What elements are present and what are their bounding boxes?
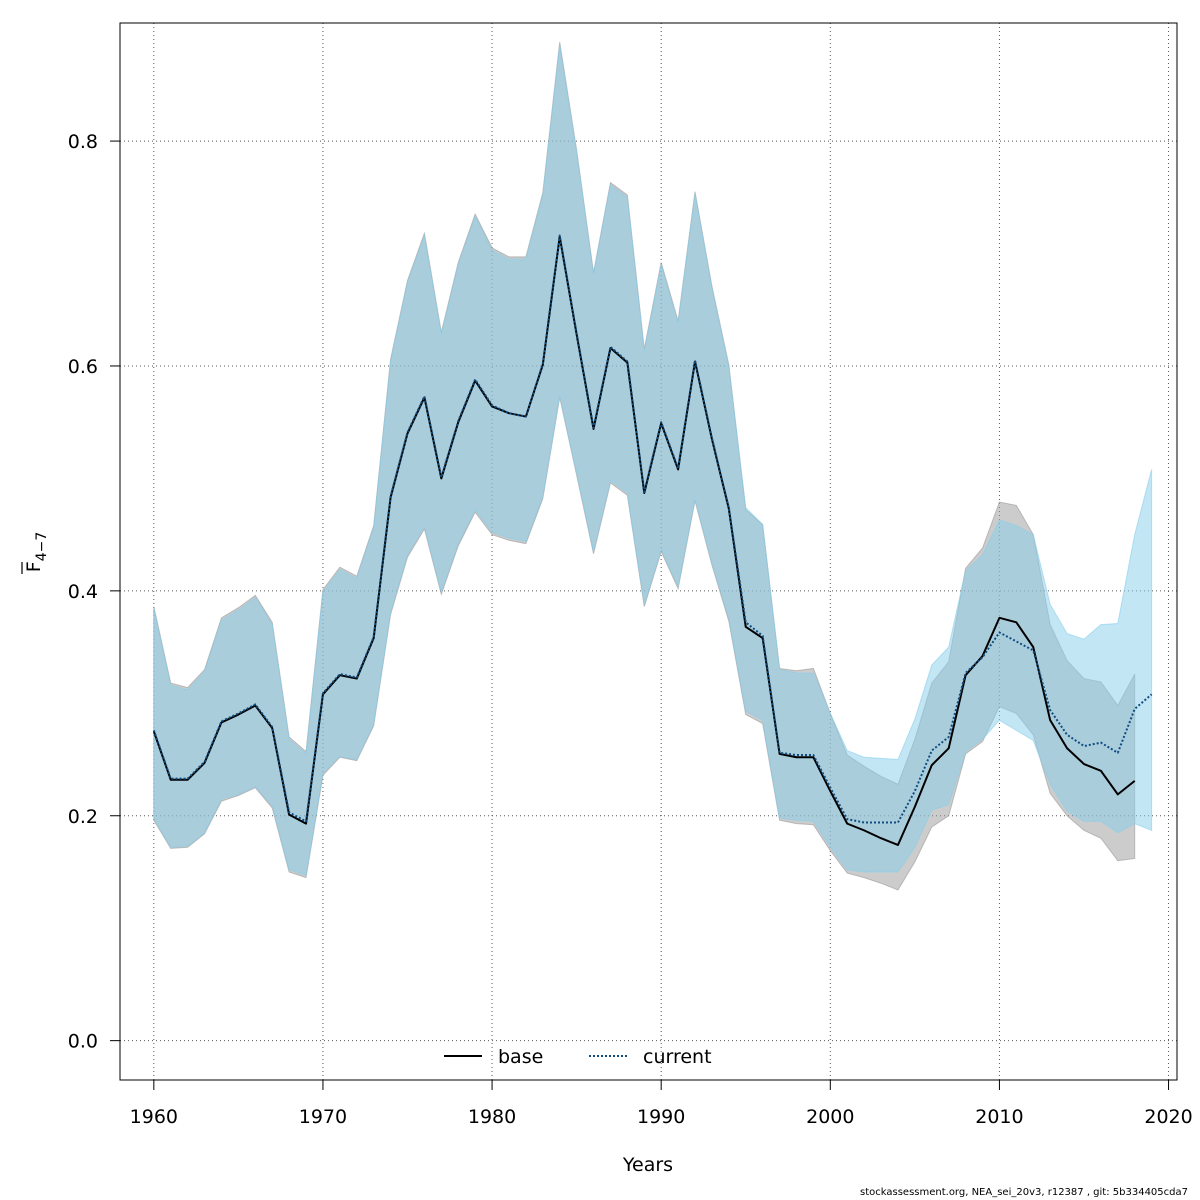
confidence-bands [153, 42, 1153, 891]
y-axis-label-sub: 4−7 [34, 532, 50, 562]
x-tick-label-2010: 2010 [975, 1106, 1023, 1128]
y-tick-label-0.0: 0.0 [68, 1031, 98, 1053]
y-tick-label-0.4: 0.4 [68, 581, 98, 603]
x-axis-label: Years [622, 1154, 673, 1176]
y-axis: 0.0 0.2 0.4 0.6 0.8 [68, 131, 121, 1053]
y-axis-label: F4−7 [21, 532, 50, 574]
legend-label-current: current [643, 1046, 712, 1068]
x-tick-label-1960: 1960 [130, 1106, 178, 1128]
svg-text:F4−7: F4−7 [23, 532, 50, 572]
legend: base current [444, 1046, 712, 1068]
x-tick-label-2020: 2020 [1144, 1106, 1192, 1128]
x-tick-label-2000: 2000 [806, 1106, 854, 1128]
y-tick-label-0.2: 0.2 [68, 806, 98, 828]
y-tick-label-0.8: 0.8 [68, 131, 98, 153]
x-tick-label-1990: 1990 [637, 1106, 685, 1128]
x-tick-label-1970: 1970 [299, 1106, 347, 1128]
series-line-current [152, 234, 1153, 824]
series-lines [152, 234, 1153, 846]
footer-note: stockassessment.org, NEA_sei_20v3, r1238… [860, 1187, 1188, 1198]
x-axis: 1960 1970 1980 1990 2000 2010 2020 [130, 1079, 1193, 1128]
legend-label-base: base [498, 1046, 543, 1068]
y-tick-label-0.6: 0.6 [68, 356, 98, 378]
y-axis-label-main: F [23, 561, 45, 572]
x-tick-label-1980: 1980 [468, 1106, 516, 1128]
